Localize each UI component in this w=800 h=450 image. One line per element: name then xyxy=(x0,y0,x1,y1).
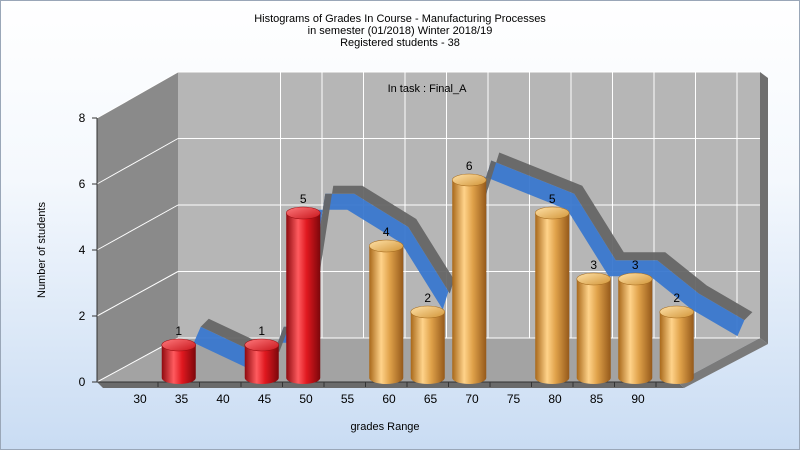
x-tick-label: 70 xyxy=(465,392,479,406)
bar xyxy=(534,206,570,384)
ribbon-top xyxy=(200,152,753,360)
bar-body xyxy=(535,213,570,384)
gridline-side xyxy=(96,271,179,317)
bar-value-label: 1 xyxy=(175,324,182,338)
x-tick-label: 80 xyxy=(548,392,562,406)
bar-top xyxy=(244,338,280,352)
x-tick-label: 85 xyxy=(590,392,604,406)
x-axis-label: grades Range xyxy=(350,421,419,433)
bar-top xyxy=(410,305,446,319)
gridline-side xyxy=(96,204,179,251)
bar-body xyxy=(161,345,196,384)
bar xyxy=(451,173,487,384)
bar-body xyxy=(410,312,445,384)
title-line-2: in semester (01/2018) Winter 2018/19 xyxy=(308,25,493,37)
x-tick-label: 55 xyxy=(341,392,355,406)
bar-body xyxy=(659,312,694,384)
bar xyxy=(617,272,653,384)
bar xyxy=(576,272,612,384)
bar-top xyxy=(285,206,321,220)
bar-labels: 1 1 5 4 2 6 5 3 3 2 xyxy=(175,159,680,338)
bar-top xyxy=(368,239,404,253)
bar xyxy=(244,338,280,384)
title-line-3: Registered students - 38 xyxy=(340,37,460,49)
bar-body xyxy=(576,279,611,384)
chart-title: Histograms of Grades In Course - Manufac… xyxy=(254,13,546,49)
x-tick-label: 30 xyxy=(133,392,147,406)
bar xyxy=(285,206,321,384)
y-axis-label: Number of students xyxy=(36,202,48,298)
x-tick-label: 90 xyxy=(631,392,645,406)
bar-top xyxy=(451,173,487,187)
gridline-side xyxy=(96,71,179,119)
x-tick-label: 40 xyxy=(216,392,230,406)
y-tick-label: 0 xyxy=(79,375,86,389)
x-tick-label: 75 xyxy=(507,392,521,406)
bar xyxy=(161,338,197,384)
bar-value-label: 5 xyxy=(549,192,556,206)
bar-value-label: 3 xyxy=(590,258,597,272)
y-tick-label: 8 xyxy=(79,111,86,125)
bar-value-label: 1 xyxy=(258,324,265,338)
task-annotation: In task : Final_A xyxy=(388,83,468,95)
x-tick-label: 60 xyxy=(382,392,396,406)
bar xyxy=(368,239,404,384)
bar-value-label: 3 xyxy=(632,258,639,272)
y-tick-label: 6 xyxy=(79,177,86,191)
x-tick-label: 45 xyxy=(258,392,272,406)
bar xyxy=(410,305,446,384)
bar-top xyxy=(576,272,612,286)
bars xyxy=(161,173,695,384)
bar-top xyxy=(617,272,653,286)
bar-body xyxy=(618,279,653,384)
bar xyxy=(659,305,695,384)
bar-body xyxy=(452,180,487,384)
gridline-side xyxy=(96,138,179,185)
title-line-1: Histograms of Grades In Course - Manufac… xyxy=(254,13,546,25)
floor-front-edge xyxy=(97,382,684,388)
x-tick-label: 50 xyxy=(299,392,313,406)
bar-value-label: 4 xyxy=(383,225,390,239)
y-tick-label: 2 xyxy=(79,309,86,323)
bar-value-label: 2 xyxy=(424,291,431,305)
bar-value-label: 2 xyxy=(673,291,680,305)
y-tick-label: 4 xyxy=(79,243,86,257)
x-tick-label: 35 xyxy=(175,392,189,406)
bar-top xyxy=(161,338,197,352)
floor-side-edge xyxy=(678,338,768,388)
bar-body xyxy=(369,246,404,384)
back-wall-edge xyxy=(760,72,768,344)
bar-body xyxy=(244,345,279,384)
bar-value-label: 6 xyxy=(466,159,473,173)
x-tick-label: 65 xyxy=(424,392,438,406)
bar-body xyxy=(286,213,321,384)
bar-value-label: 5 xyxy=(300,192,307,206)
bar-top xyxy=(534,206,570,220)
bar-top xyxy=(659,305,695,319)
